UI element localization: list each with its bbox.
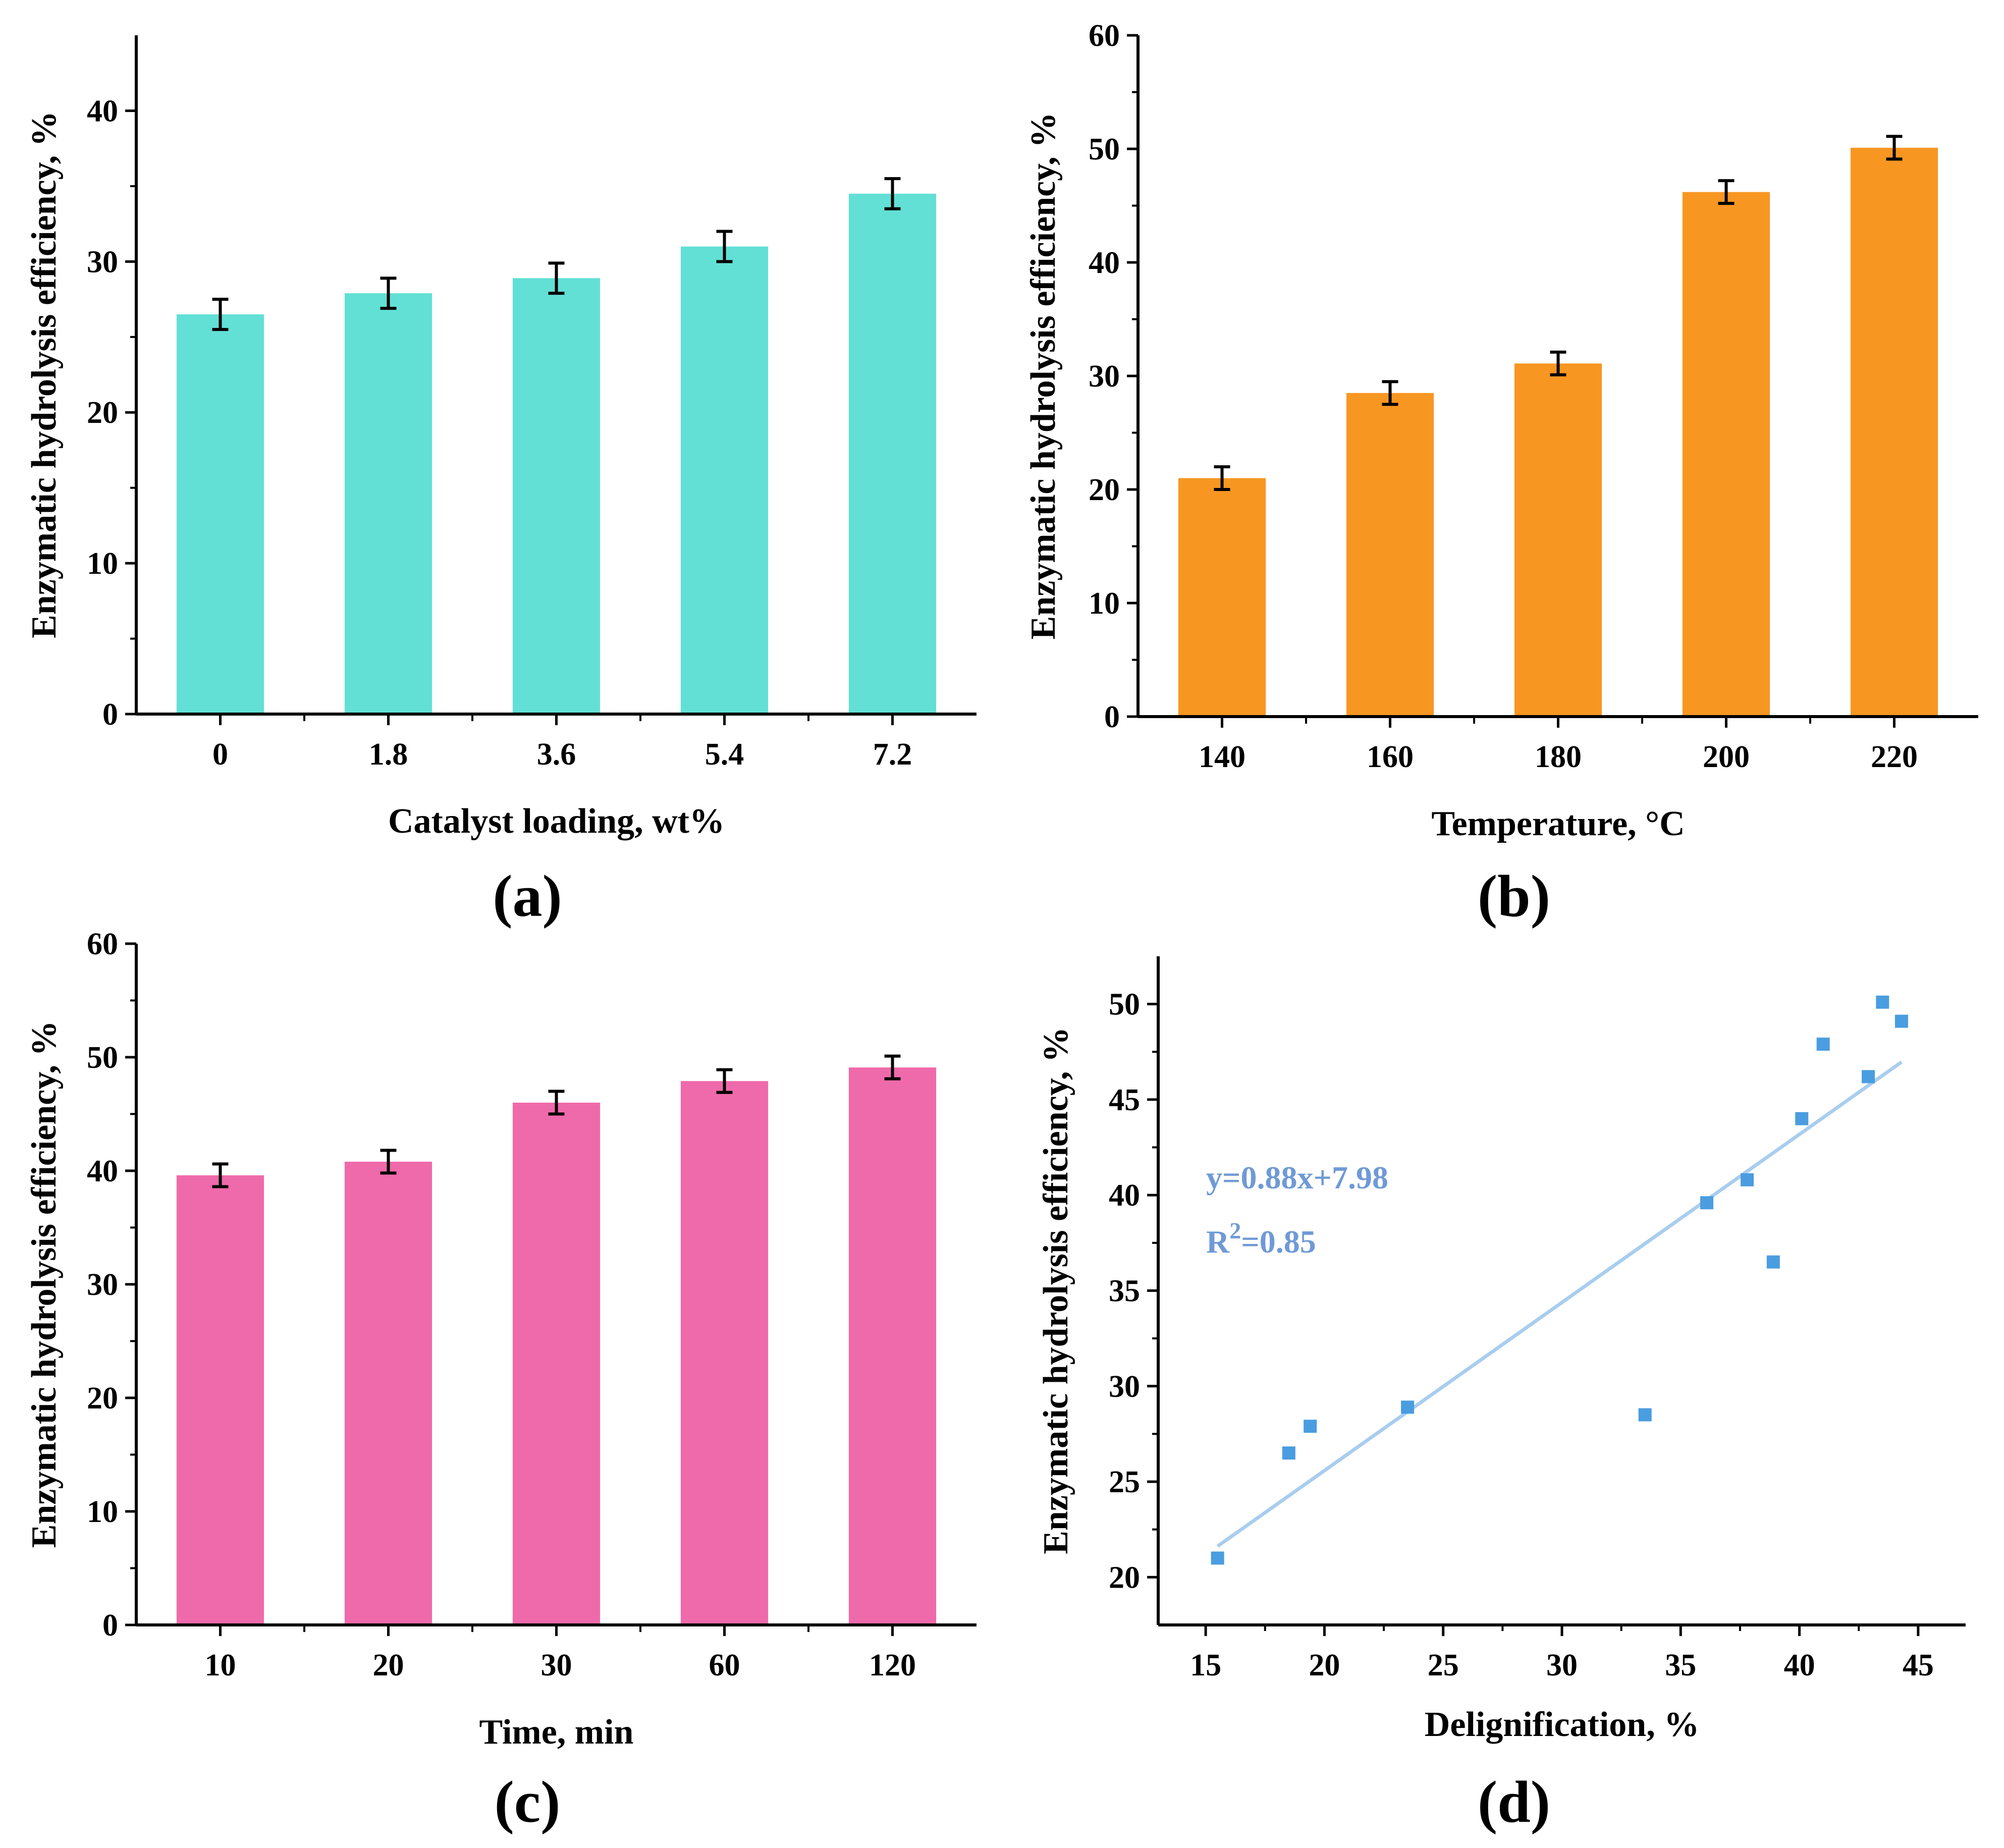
y-tick-label: 40 [87, 94, 118, 128]
panel-label: (d) [1478, 1769, 1550, 1835]
y-tick-label: 30 [1089, 359, 1120, 394]
x-tick-label: 35 [1665, 1648, 1696, 1682]
fit-line [1216, 1060, 1903, 1548]
x-tick-label: 20 [373, 1648, 404, 1682]
x-tick-label: 140 [1199, 740, 1245, 774]
x-tick-label: 180 [1535, 740, 1582, 774]
y-tick-label: 20 [87, 396, 118, 430]
x-tick-label: 30 [541, 1648, 572, 1682]
y-tick-label: 0 [1104, 700, 1120, 734]
data-point [1741, 1173, 1754, 1186]
data-point [1211, 1551, 1224, 1565]
y-tick-label: 20 [87, 1381, 118, 1416]
x-tick-label: 30 [1546, 1648, 1578, 1682]
x-axis-title: Time, min [479, 1713, 634, 1752]
x-tick-label: 45 [1903, 1648, 1934, 1682]
y-tick-label: 40 [1089, 246, 1120, 280]
bar [512, 1103, 601, 1625]
y-tick-label: 50 [87, 1041, 118, 1075]
data-point [1304, 1420, 1317, 1433]
bar [1682, 192, 1770, 717]
x-tick-label: 10 [205, 1648, 236, 1682]
x-tick-label: 160 [1367, 740, 1414, 774]
bar [176, 1175, 264, 1625]
y-tick-label: 0 [102, 1608, 118, 1643]
bar [344, 1162, 432, 1625]
bar [1346, 393, 1434, 717]
x-tick-label: 200 [1703, 740, 1750, 774]
bar [680, 246, 769, 714]
panel-d: 20 25 30 35 40 45 50 15 20 25 30 35 40 45 y=0.88x+7.98… [1037, 956, 1966, 1835]
panel-label: (c) [495, 1769, 561, 1835]
y-tick-label: 60 [1089, 19, 1120, 53]
x-tick-label: 120 [869, 1648, 916, 1682]
data-point [1862, 1070, 1875, 1083]
y-tick-label: 35 [1109, 1274, 1140, 1309]
y-tick-label: 40 [87, 1154, 118, 1188]
bar [176, 314, 264, 714]
x-tick-label: 20 [1309, 1648, 1340, 1682]
bar [1514, 363, 1602, 717]
x-axis-title: Delignification, % [1425, 1705, 1699, 1744]
y-tick-label: 30 [1109, 1370, 1140, 1404]
y-tick-label: 20 [1109, 1560, 1140, 1595]
data-point [1700, 1196, 1714, 1210]
x-tick-label: 1.8 [369, 737, 408, 772]
x-tick-label: 3.6 [537, 737, 576, 772]
data-point [1795, 1112, 1809, 1125]
bar [512, 278, 601, 714]
y-axis-title: Enzymatic hydrolysis efficiency, % [25, 111, 64, 638]
x-tick-label: 15 [1190, 1648, 1221, 1682]
data-point [1816, 1038, 1830, 1051]
y-tick-label: 50 [1089, 132, 1120, 167]
y-tick-label: 10 [1089, 586, 1120, 621]
y-axis-title: Enzymatic hydrolysis efficiency, % [1024, 113, 1063, 640]
y-tick-label: 60 [87, 927, 118, 961]
bar [344, 293, 432, 714]
fit-equation: y=0.88x+7.98 [1206, 1160, 1388, 1195]
y-axis-title: Enzymatic hydrolysis efficiency, % [1037, 1027, 1075, 1554]
x-tick-label: 40 [1784, 1648, 1815, 1682]
x-tick-label: 5.4 [705, 737, 744, 772]
data-point [1282, 1446, 1295, 1460]
y-tick-label: 0 [102, 697, 118, 732]
y-tick-label: 30 [87, 245, 118, 279]
x-tick-label: 220 [1871, 740, 1918, 774]
y-tick-label: 25 [1109, 1465, 1140, 1499]
panel-label: (a) [493, 863, 562, 929]
bar [848, 1067, 937, 1625]
x-axis-title: Temperature, °C [1431, 804, 1685, 843]
y-axis-title: Enzymatic hydrolysis efficiency, % [25, 1021, 64, 1548]
x-tick-label: 0 [212, 737, 228, 772]
panel-c: 0 10 20 30 40 50 60 10 20 30 60 120 Time, min Enzymat… [25, 927, 977, 1835]
data-point [1638, 1408, 1652, 1422]
y-tick-label: 10 [87, 1495, 118, 1529]
y-tick-label: 20 [1089, 473, 1120, 507]
panel-a: 0 10 20 30 40 0 1.8 3.6 5.4 7.2 Catalyst loading, … [25, 35, 977, 929]
data-point [1401, 1400, 1415, 1414]
bar [848, 193, 937, 714]
y-tick-label: 45 [1109, 1083, 1140, 1117]
x-axis-title: Catalyst loading, wt% [388, 802, 725, 841]
y-tick-label: 30 [87, 1268, 118, 1302]
data-point [1876, 995, 1889, 1009]
r-squared: R2=0.85 [1206, 1218, 1316, 1260]
x-tick-label: 7.2 [873, 737, 912, 772]
bar [1178, 478, 1266, 717]
panel-label: (b) [1478, 863, 1550, 929]
y-tick-label: 10 [87, 547, 118, 581]
panel-b: 0 10 20 30 40 50 60 140 160 180 200 220 Temperature,… [1024, 19, 1978, 929]
bar [1850, 147, 1938, 717]
data-point [1894, 1014, 1908, 1028]
bar [680, 1081, 769, 1625]
y-tick-label: 50 [1109, 988, 1140, 1022]
x-tick-label: 60 [709, 1648, 740, 1682]
y-tick-label: 40 [1109, 1178, 1140, 1213]
data-point [1766, 1255, 1780, 1269]
x-tick-label: 25 [1428, 1648, 1459, 1682]
